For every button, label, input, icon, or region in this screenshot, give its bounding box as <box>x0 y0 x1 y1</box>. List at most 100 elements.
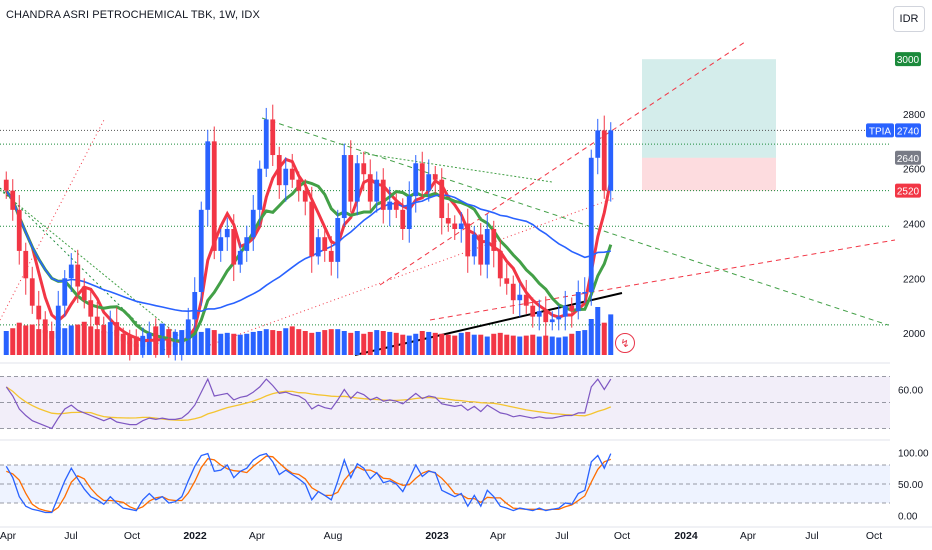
time-tick-label: Oct <box>866 530 882 542</box>
volume-bar <box>452 335 458 355</box>
trend-line-up <box>429 239 896 321</box>
candle-body <box>387 201 393 210</box>
price-label-blue <box>895 123 921 138</box>
event-bolt-icon[interactable]: ↯ <box>615 333 635 353</box>
candle-body <box>81 286 87 301</box>
time-tick-label: Apr <box>0 530 17 542</box>
ma-slow-line <box>5 190 611 313</box>
volume-bar <box>218 333 224 355</box>
volume-bar <box>393 332 399 355</box>
volume-bar <box>543 335 549 355</box>
candle-body <box>588 157 594 292</box>
volume-bar <box>88 326 94 355</box>
volume-bar <box>432 332 438 355</box>
volume-bar <box>94 329 100 355</box>
candle-body <box>127 341 133 345</box>
time-tick-label: 2024 <box>674 530 698 542</box>
candle-body <box>484 229 490 265</box>
chart-title: CHANDRA ASRI PETROCHEMICAL TBK, 1W, IDX <box>6 9 260 21</box>
volume-bar <box>75 324 81 355</box>
volume-bar <box>211 330 217 355</box>
candle-body <box>328 250 334 262</box>
time-tick-label: Apr <box>249 530 266 542</box>
volume-bar <box>569 333 575 355</box>
candle-body <box>380 179 386 210</box>
candle-body <box>68 264 74 279</box>
candle-body <box>16 209 22 251</box>
candle-body <box>497 250 503 279</box>
candle-body <box>569 305 575 312</box>
candle-body <box>296 179 302 191</box>
candle-body <box>244 237 250 251</box>
volume-bar <box>367 331 373 355</box>
volume-bar <box>192 331 198 355</box>
time-tick-label: Oct <box>614 530 630 542</box>
volume-bar <box>608 314 614 355</box>
time-tick-label: Aug <box>324 530 343 542</box>
price-label-text: 2740 <box>897 126 920 137</box>
candle-body <box>543 311 549 323</box>
time-tick-label: Jul <box>64 530 77 542</box>
candle-body <box>107 322 113 334</box>
candle-body <box>75 264 81 287</box>
volume-bar <box>263 329 269 355</box>
currency-button[interactable]: IDR <box>893 6 925 32</box>
volume-bar <box>419 331 425 355</box>
rsi-tick-label: 60.00 <box>898 386 923 397</box>
candle-body <box>601 130 607 191</box>
symbol-tag <box>866 123 894 138</box>
volume-bar <box>107 331 113 355</box>
candle-body <box>348 155 354 202</box>
candle-body <box>367 174 373 202</box>
candle-body <box>335 218 341 262</box>
volume-bar <box>283 328 289 355</box>
candle-body <box>55 305 61 339</box>
volume-bar <box>341 331 347 355</box>
volume-bar <box>36 329 42 355</box>
ma-fast-line <box>5 157 613 344</box>
volume-bar <box>549 336 555 355</box>
candle-body <box>114 322 120 336</box>
volume-bar <box>523 335 529 355</box>
candle-body <box>575 292 581 312</box>
candle-body <box>536 311 542 317</box>
volume-bar <box>478 334 484 355</box>
candle-body <box>62 278 68 306</box>
price-label-text: 3000 <box>897 55 920 66</box>
candle-body <box>94 316 100 325</box>
candle-body <box>153 333 159 342</box>
candle-body <box>166 338 172 347</box>
volume-bar <box>257 331 263 355</box>
stoch-tick-label: 50.00 <box>898 480 923 491</box>
candle-body <box>101 324 107 334</box>
candle-body <box>465 223 471 257</box>
candle-body <box>231 229 237 265</box>
candle-body <box>413 163 419 197</box>
volume-bar <box>556 337 562 355</box>
time-tick-label: 2022 <box>183 530 207 542</box>
candle-body <box>159 338 165 342</box>
volume-bar <box>530 334 536 355</box>
candle-body <box>439 179 445 219</box>
candle-body <box>595 130 601 158</box>
candle-body <box>257 168 263 210</box>
candle-body <box>549 319 555 323</box>
volume-bar <box>315 331 321 355</box>
candle-body <box>504 278 510 284</box>
time-tick-label: Apr <box>740 530 757 542</box>
volume-bar <box>575 331 581 355</box>
price-label-red <box>895 183 921 198</box>
candle-body <box>445 218 451 224</box>
candle-body <box>393 201 399 210</box>
stoch-tick-label: 0.00 <box>898 512 918 523</box>
trend-line-down <box>0 187 166 351</box>
volume-bar <box>68 325 74 355</box>
candle-body <box>133 344 139 347</box>
volume-bar <box>601 322 607 355</box>
volume-bar <box>16 322 22 355</box>
candle-body <box>36 305 42 320</box>
stoch-tick-label: 100.00 <box>898 448 929 459</box>
candle-body <box>172 344 178 347</box>
volume-bar <box>296 329 302 355</box>
